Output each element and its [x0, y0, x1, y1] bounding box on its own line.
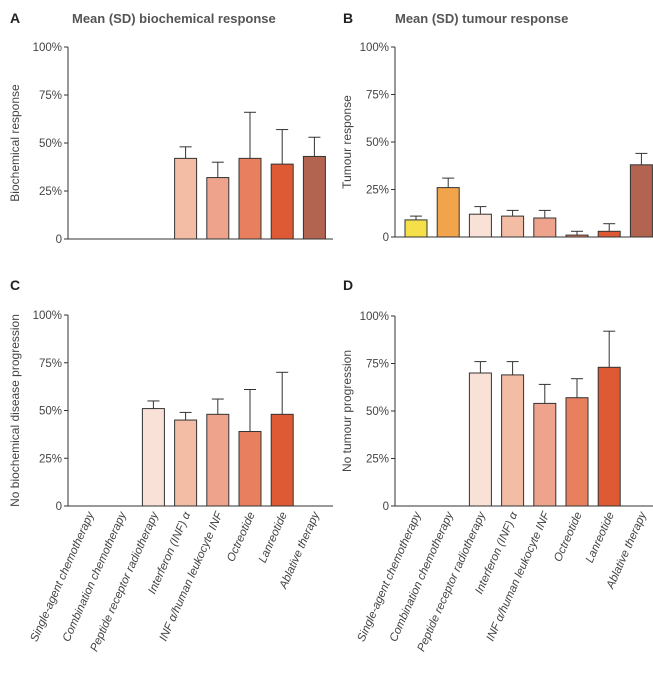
x-category-label: Single-agent chemotherapy — [29, 509, 98, 644]
y-tick-label: 50% — [366, 137, 389, 149]
panel-a: A Mean (SD) biochemical response 0 25% 50% 75… — [8, 10, 333, 246]
x-category-label: INF α/human leukocyte INF — [485, 509, 553, 643]
bar — [629, 164, 653, 238]
bar — [302, 155, 326, 240]
x-category-label: Combination chemotherapy — [388, 509, 457, 643]
y-tick-label: 25% — [39, 186, 62, 198]
x-category-label: INF α/human leukocyte INF — [158, 509, 226, 643]
bar — [533, 402, 557, 507]
bar — [206, 413, 230, 507]
y-axis-label: No biochemical disease progression — [8, 314, 22, 507]
panel-c: C 0 25% 50% 75% 100% No biochemical disease pr… — [8, 277, 333, 654]
y-tick-label: 75% — [39, 358, 62, 370]
y-tick-label: 50% — [39, 406, 62, 418]
bar — [597, 230, 621, 238]
y-tick-label: 25% — [366, 185, 389, 197]
panel-title: Mean (SD) biochemical response — [72, 11, 276, 26]
y-tick-label: 75% — [366, 90, 389, 102]
x-category-label: Octreotide — [552, 510, 585, 563]
x-category-label: Octreotide — [225, 510, 258, 563]
panel-d: D 0 25% 50% 75% 100% No tumour progression Sing… — [340, 277, 653, 654]
bar — [436, 187, 460, 238]
x-category-label: Lanreotide — [584, 510, 617, 565]
y-tick-label: 100% — [360, 311, 389, 323]
panel-letter: B — [343, 10, 353, 26]
panel-letter: C — [10, 277, 20, 293]
panel-b: B Mean (SD) tumour response 0 25% 50% 75% 100%… — [340, 10, 653, 244]
bar — [404, 219, 428, 238]
x-category-label: Single-agent chemotherapy — [356, 509, 425, 644]
bar — [270, 413, 294, 507]
bar — [565, 234, 589, 238]
bar — [270, 163, 294, 240]
bar — [174, 419, 198, 507]
x-category-label: Lanreotide — [257, 510, 290, 565]
y-tick-label: 0 — [56, 501, 62, 513]
bar — [565, 397, 589, 507]
y-tick-label: 100% — [33, 42, 62, 54]
panel-letter: D — [343, 277, 353, 293]
bar — [501, 374, 525, 507]
y-tick-label: 100% — [360, 42, 389, 54]
y-tick-label: 100% — [33, 310, 62, 322]
bar — [597, 366, 621, 507]
bar — [468, 213, 492, 238]
panel-letter: A — [10, 10, 20, 26]
panel-title: Mean (SD) tumour response — [395, 11, 568, 26]
bar — [238, 431, 262, 507]
x-category-label: Combination chemotherapy — [61, 509, 130, 643]
y-tick-label: 75% — [366, 359, 389, 371]
bar — [501, 215, 525, 238]
y-tick-label: 0 — [383, 501, 389, 513]
bar — [141, 408, 165, 507]
y-axis-label: No tumour progression — [340, 350, 354, 472]
bar — [533, 217, 557, 238]
bar — [206, 177, 230, 240]
y-axis-label: Biochemical response — [8, 84, 22, 202]
y-tick-label: 50% — [39, 138, 62, 150]
y-tick-label: 50% — [366, 406, 389, 418]
y-tick-label: 25% — [366, 454, 389, 466]
y-tick-label: 75% — [39, 90, 62, 102]
y-axis-label: Tumour response — [340, 95, 354, 189]
bar — [238, 157, 262, 240]
bar — [468, 372, 492, 507]
y-tick-label: 0 — [383, 232, 389, 244]
y-tick-label: 0 — [56, 234, 62, 246]
y-tick-label: 25% — [39, 453, 62, 465]
bar — [174, 157, 198, 240]
